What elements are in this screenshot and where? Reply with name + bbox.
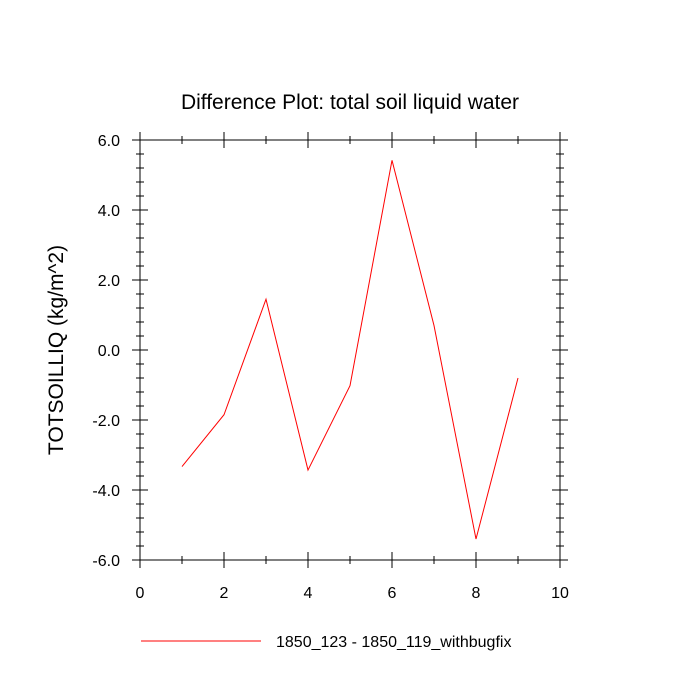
- plot-frame: [139, 139, 561, 561]
- y-axis-label: TOTSOILLIQ (kg/m^2): [45, 245, 68, 455]
- chart-title: Difference Plot: total soil liquid water: [181, 91, 519, 114]
- x-tick-labels: 0 2 4 6 8 10: [136, 585, 569, 602]
- legend-label: 1850_123 - 1850_119_withbugfix: [276, 634, 511, 651]
- series-line: [181, 160, 519, 540]
- y-tick-label: -2.0: [92, 413, 120, 430]
- x-tick-label: 10: [551, 585, 569, 602]
- x-tick-label: 6: [388, 585, 397, 602]
- y-tick-label: 0.0: [98, 343, 120, 360]
- x-tick-label: 4: [304, 585, 313, 602]
- y-tick-label: -4.0: [92, 483, 120, 500]
- y-tick-label: 2.0: [98, 273, 120, 290]
- major-ticks: [132, 132, 568, 568]
- y-tick-labels: -6.0 -4.0 -2.0 0.0 2.0 4.0 6.0: [92, 133, 120, 570]
- x-tick-label: 2: [220, 585, 229, 602]
- y-tick-label: -6.0: [92, 553, 120, 570]
- legend: 1850_123 - 1850_119_withbugfix: [141, 634, 511, 651]
- series-layer: [181, 160, 519, 540]
- x-tick-label: 8: [472, 585, 481, 602]
- minor-ticks: [136, 136, 564, 564]
- y-tick-label: 4.0: [98, 203, 120, 220]
- y-tick-label: 6.0: [98, 133, 120, 150]
- x-tick-label: 0: [136, 585, 145, 602]
